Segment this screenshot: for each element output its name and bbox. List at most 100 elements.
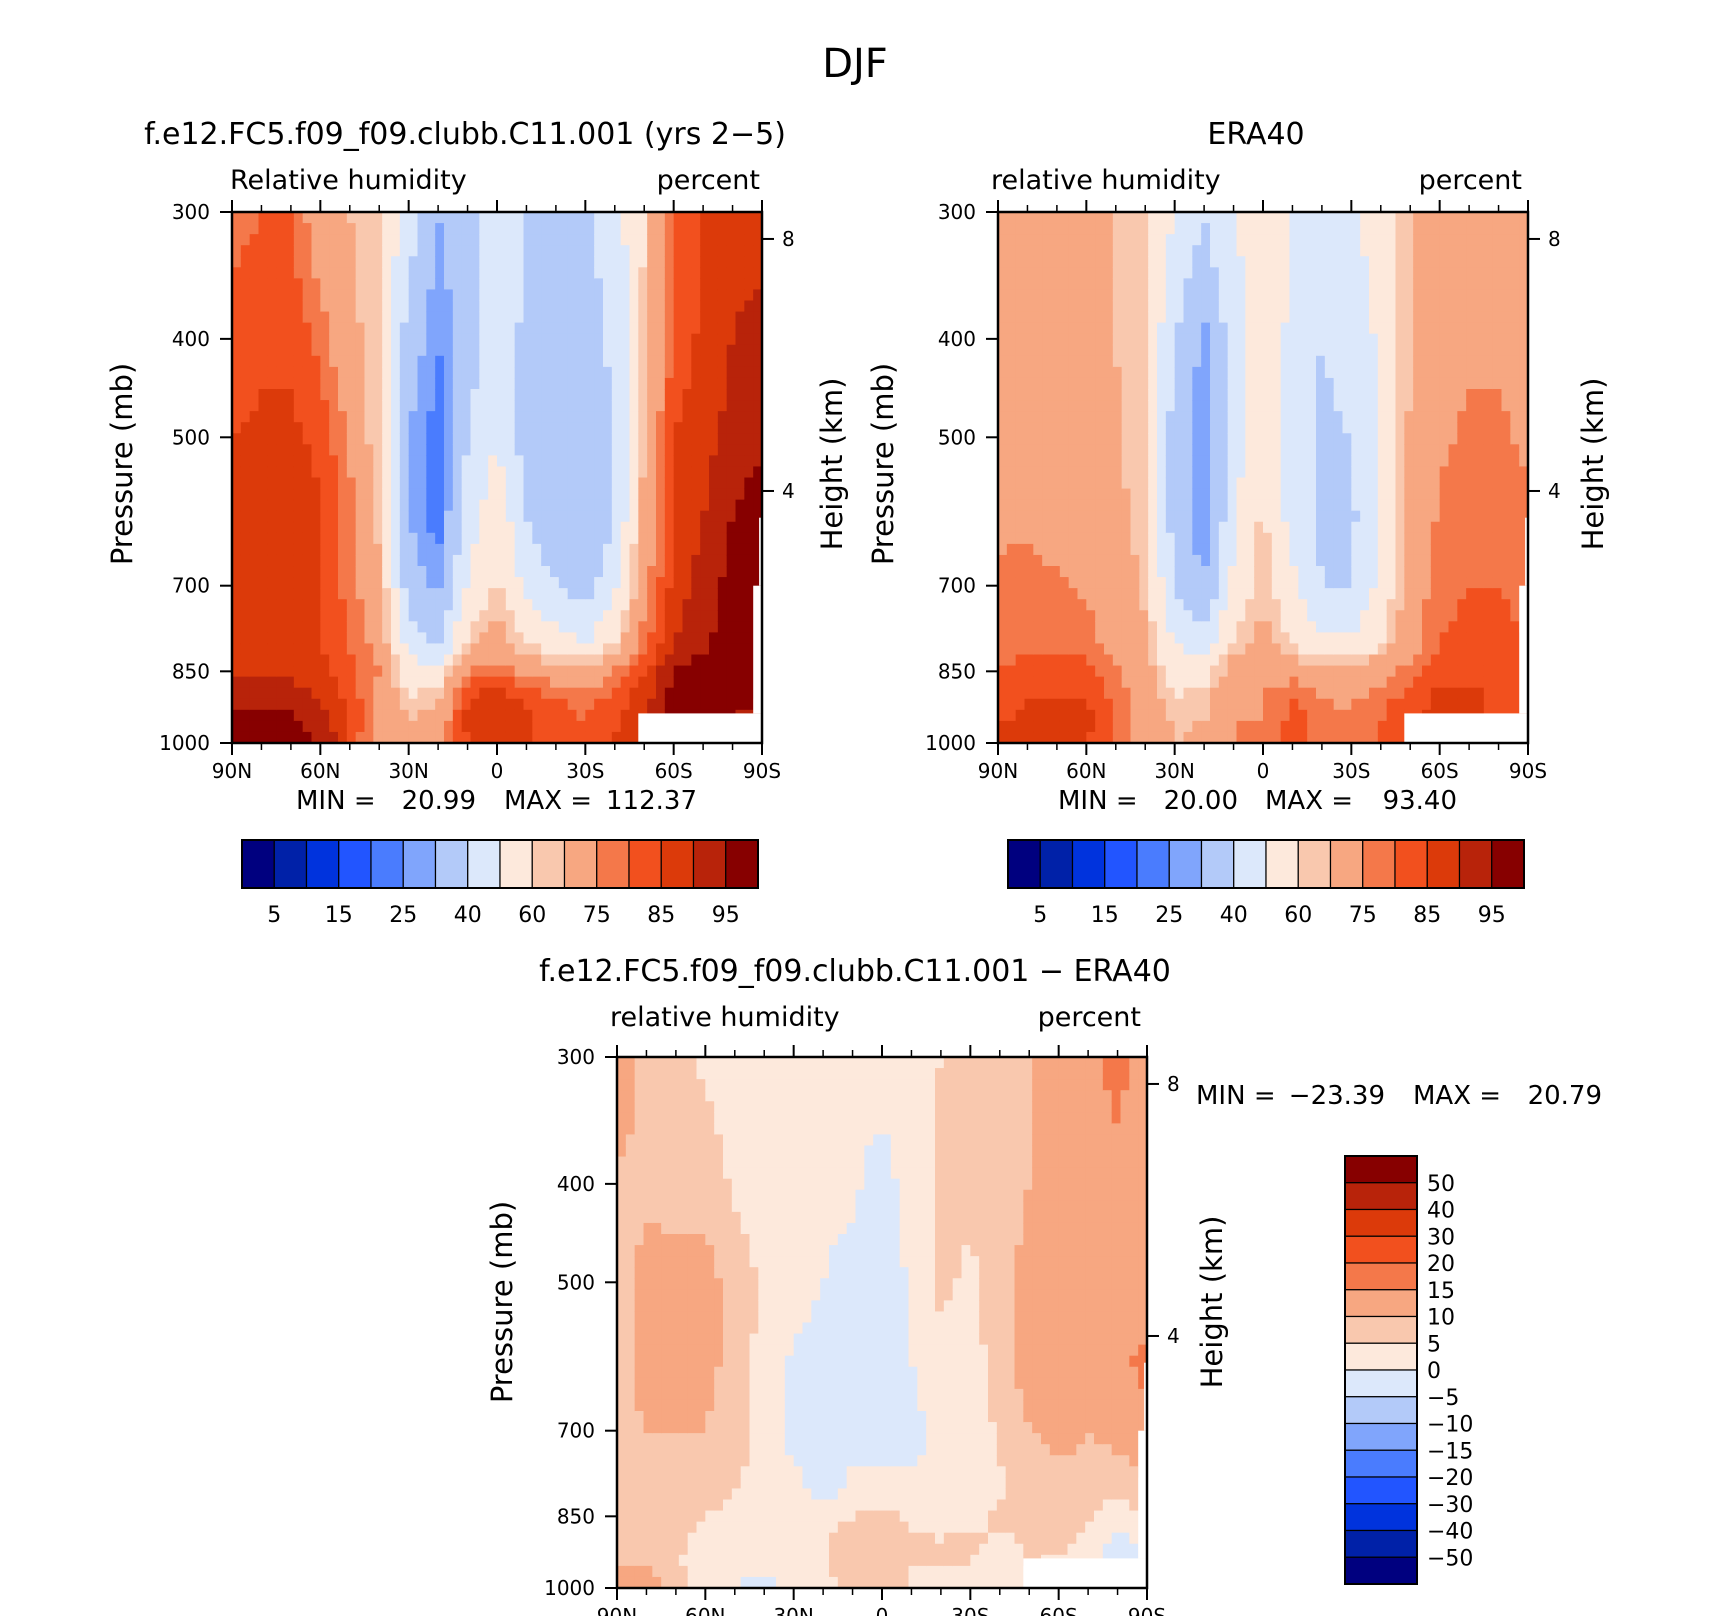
heatmap-cell (1316, 709, 1326, 722)
heatmap-cell (1298, 267, 1308, 279)
heatmap-cell (567, 588, 578, 600)
heatmap-cell (1289, 333, 1299, 346)
heatmap-cell (311, 355, 321, 368)
heatmap-cell (249, 433, 260, 445)
heatmap-cell (452, 521, 463, 534)
heatmap-cell (1068, 300, 1079, 313)
heatmap-cell (638, 698, 648, 711)
heatmap-cell (1218, 444, 1229, 456)
heatmap-cell (1351, 234, 1361, 246)
heatmap-cell (249, 610, 260, 622)
heatmap-cell (1342, 577, 1352, 589)
heatmap-cell (700, 311, 710, 324)
heatmap-cell (364, 621, 374, 633)
heatmap-cell (1289, 510, 1299, 523)
heatmap-cell (1351, 366, 1361, 379)
heatmap-cell (558, 543, 569, 556)
heatmap-cell (470, 377, 480, 390)
heatmap-cell (629, 720, 639, 733)
heatmap-cell (1051, 676, 1061, 689)
heatmap-cell (1333, 278, 1344, 291)
heatmap-cell (426, 488, 436, 501)
heatmap-cell (488, 245, 498, 257)
heatmap-cell (1201, 344, 1211, 357)
heatmap-cell (1333, 400, 1344, 412)
heatmap-cell (620, 455, 631, 468)
heatmap-cell (293, 344, 304, 357)
heatmap-cell (567, 687, 578, 700)
heatmap-cell (1218, 278, 1229, 291)
heatmap-cell (1077, 466, 1087, 479)
heatmap-cell (541, 444, 551, 456)
heatmap-cell (611, 610, 622, 622)
heatmap-cell (285, 477, 295, 490)
heatmap-cell (1333, 212, 1344, 224)
heatmap-cell (408, 566, 419, 578)
heatmap-cell (594, 654, 604, 667)
heatmap-cell (426, 389, 436, 401)
heatmap-cell (470, 300, 480, 313)
heatmap-cell (673, 344, 684, 357)
heatmap-cell (373, 654, 383, 667)
heatmap-cell (1095, 621, 1105, 633)
heatmap-cell (656, 466, 666, 479)
heatmap-cell (1033, 344, 1043, 357)
heatmap-cell (576, 621, 586, 633)
heatmap-cell (1174, 366, 1185, 379)
heatmap-cell (1280, 720, 1291, 733)
heatmap-cell (717, 632, 728, 645)
heatmap-cell (1280, 588, 1291, 600)
heatmap-cell (735, 466, 745, 479)
heatmap-cell (470, 643, 480, 656)
heatmap-cell (505, 687, 516, 700)
heatmap-cell (302, 510, 313, 523)
heatmap-cell (541, 400, 551, 412)
heatmap-cell (497, 278, 507, 291)
heatmap-cell (656, 676, 666, 689)
heatmap-cell (249, 477, 260, 490)
heatmap-cell (541, 610, 551, 622)
heatmap-cell (1351, 333, 1361, 346)
heatmap-cell (691, 455, 701, 468)
heatmap-cell (355, 687, 366, 700)
heatmap-cell (709, 333, 719, 346)
heatmap-cell (232, 267, 242, 279)
heatmap-cell (673, 444, 684, 456)
heatmap-cell (302, 466, 313, 479)
heatmap-cell (1289, 366, 1299, 379)
heatmap-cell (673, 289, 684, 302)
heatmap-cell (320, 676, 330, 689)
heatmap-cell (550, 311, 560, 324)
heatmap-cell (1280, 532, 1291, 545)
heatmap-cell (514, 234, 525, 246)
heatmap-cell (998, 731, 1008, 744)
heatmap-cell (338, 621, 348, 633)
heatmap-cell (258, 488, 268, 501)
heatmap-cell (470, 532, 480, 545)
heatmap-cell (1157, 223, 1167, 235)
heatmap-cell (1165, 543, 1176, 556)
heatmap-cell (532, 477, 542, 490)
heatmap-cell (320, 543, 330, 556)
heatmap-cell (497, 709, 507, 722)
heatmap-cell (302, 477, 313, 490)
heatmap-cell (1095, 245, 1105, 257)
heatmap-cell (320, 499, 330, 512)
heatmap-cell (1271, 300, 1282, 313)
heatmap-cell (408, 599, 419, 611)
heatmap-cell (1342, 289, 1352, 302)
heatmap-cell (1333, 455, 1344, 468)
heatmap-cell (567, 256, 578, 268)
heatmap-cell (1042, 455, 1052, 468)
heatmap-cell (629, 532, 639, 545)
heatmap-cell (479, 554, 489, 567)
heatmap-cell (550, 610, 560, 622)
heatmap-cell (1148, 344, 1158, 357)
heatmap-cell (417, 400, 427, 412)
heatmap-cell (717, 566, 728, 578)
heatmap-cell (638, 300, 648, 313)
heatmap-cell (1254, 300, 1264, 313)
heatmap-cell (364, 488, 374, 501)
heatmap-cell (417, 289, 427, 302)
heatmap-cell (461, 455, 472, 468)
